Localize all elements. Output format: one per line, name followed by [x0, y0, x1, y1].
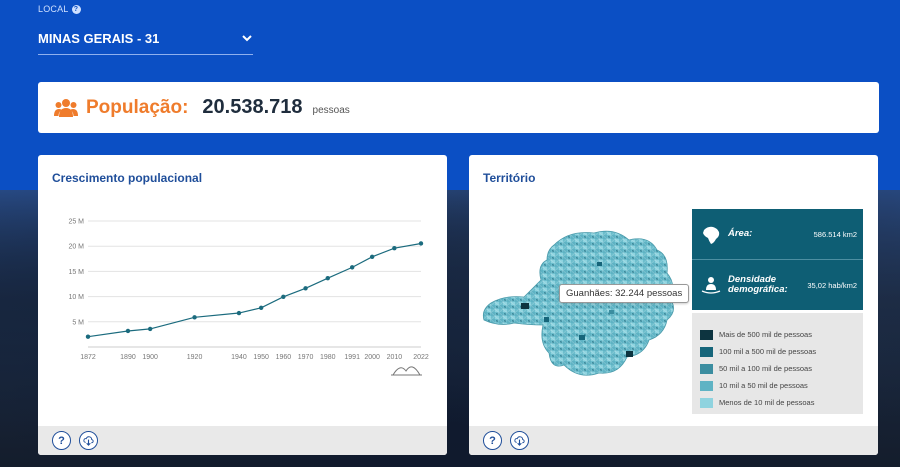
- data-point: [192, 315, 197, 320]
- density-label: Densidade demográfica:: [728, 273, 788, 295]
- data-point: [281, 294, 286, 300]
- legend-swatch: [700, 329, 713, 340]
- map-legend: Mais de 500 mil de pessoas 100 mil a 500…: [692, 313, 863, 414]
- x-tick-label: 1980: [320, 354, 336, 361]
- cloud-download-icon: [83, 436, 94, 446]
- growth-panel-title: Crescimento populacional: [52, 171, 203, 185]
- data-point: [258, 305, 264, 310]
- y-tick-label: 25 M: [68, 219, 84, 226]
- data-point: [147, 326, 153, 332]
- territory-panel: Território Guanhães: 32.244 pessoas Área…: [469, 155, 878, 455]
- data-point: [349, 265, 355, 270]
- area-label: Área:: [728, 228, 753, 240]
- legend-label: Mais de 500 mil de pessoas: [719, 330, 812, 339]
- help-icon[interactable]: ?: [71, 4, 81, 14]
- growth-panel-footer: ?: [38, 426, 447, 455]
- growth-panel: Crescimento populacional 5 M 10 M 15 M 20 M…: [38, 155, 447, 455]
- y-tick-label: 20 M: [68, 244, 84, 251]
- x-tick-label: 1920: [187, 354, 203, 361]
- density-value: 35,02 hab/km2: [807, 280, 857, 290]
- legend-item: 50 mil a 100 mil de pessoas: [700, 360, 863, 377]
- growth-download-button[interactable]: [79, 431, 98, 450]
- x-tick-label: 1970: [298, 354, 314, 361]
- data-point: [236, 310, 242, 316]
- data-point: [85, 334, 91, 339]
- density-card: Densidade demográfica: 35,02 hab/km2: [692, 259, 863, 310]
- legend-item: 10 mil a 50 mil de pessoas: [700, 377, 863, 394]
- local-label: LOCAL: [38, 4, 69, 14]
- x-tick-label: 1940: [231, 354, 247, 361]
- population-growth-chart: 5 M 10 M 15 M 20 M 25 M 1872 1890 1900 1920 1940 1…: [68, 219, 429, 376]
- territory-panel-footer: ?: [469, 426, 878, 455]
- y-tick-label: 10 M: [68, 294, 84, 301]
- x-tick-label: 1890: [120, 354, 136, 361]
- x-tick-label: 1900: [142, 354, 158, 361]
- people-group-icon: [54, 98, 78, 117]
- x-tick-label: 1960: [276, 354, 292, 361]
- data-point: [392, 246, 397, 251]
- minas-gerais-map[interactable]: [479, 225, 694, 385]
- x-tick-label: 2010: [387, 354, 403, 361]
- local-label-row: LOCAL ?: [38, 4, 253, 14]
- data-point: [303, 286, 308, 291]
- chevron-down-icon: [242, 35, 252, 42]
- population-label: População:: [86, 96, 189, 118]
- x-tick-label: 2000: [364, 354, 380, 361]
- legend-swatch: [700, 397, 713, 408]
- growth-help-button[interactable]: ?: [52, 431, 71, 450]
- y-tick-label: 5 M: [72, 319, 84, 326]
- local-selector-block: LOCAL ? MINAS GERAIS - 31: [38, 4, 253, 55]
- area-card: Área: 586.514 km2: [692, 209, 863, 260]
- territory-download-button[interactable]: [510, 431, 529, 450]
- location-dropdown-value: MINAS GERAIS - 31: [38, 30, 160, 46]
- legend-item: 100 mil a 500 mil de pessoas: [700, 343, 863, 360]
- chart-logo-icon: [392, 366, 421, 376]
- legend-label: 10 mil a 50 mil de pessoas: [719, 381, 808, 390]
- population-value: 20.538.718: [202, 96, 303, 118]
- territory-panel-title: Território: [483, 171, 536, 185]
- legend-swatch: [700, 363, 713, 374]
- legend-swatch: [700, 346, 713, 357]
- legend-item: Mais de 500 mil de pessoas: [700, 326, 863, 343]
- x-tick-label: 1950: [253, 354, 269, 361]
- legend-label: 100 mil a 500 mil de pessoas: [719, 347, 817, 356]
- data-point: [369, 254, 375, 259]
- legend-label: 50 mil a 100 mil de pessoas: [719, 364, 812, 373]
- population-card: População: 20.538.718 pessoas: [38, 82, 879, 133]
- brazil-map-icon: [703, 226, 720, 244]
- cloud-download-icon: [514, 436, 525, 446]
- data-point: [325, 276, 330, 281]
- location-dropdown[interactable]: MINAS GERAIS - 31: [38, 22, 253, 55]
- population-unit: pessoas: [312, 105, 350, 116]
- x-tick-label: 2022: [413, 354, 429, 361]
- legend-item: Menos de 10 mil de pessoas: [700, 394, 863, 411]
- data-point: [125, 328, 131, 334]
- data-point: [418, 241, 424, 246]
- x-tick-label: 1991: [344, 354, 360, 361]
- y-tick-label: 15 M: [68, 269, 84, 276]
- area-value: 586.514 km2: [813, 230, 857, 239]
- territory-help-button[interactable]: ?: [483, 431, 502, 450]
- legend-label: Menos de 10 mil de pessoas: [719, 398, 815, 407]
- person-density-icon: [701, 277, 721, 294]
- x-tick-label: 1872: [80, 354, 96, 361]
- legend-swatch: [700, 380, 713, 391]
- map-tooltip: Guanhães: 32.244 pessoas: [559, 284, 690, 303]
